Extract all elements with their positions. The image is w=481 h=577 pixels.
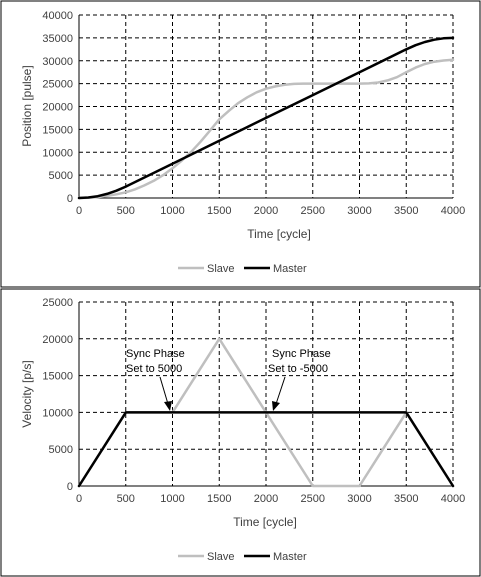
position-legend: Slave Master: [178, 263, 307, 275]
velocity-y-axis-title: Velocity [p/s]: [20, 360, 34, 427]
legend-label-slave: Slave: [207, 263, 235, 275]
position-chart: 0500010000150002000025000300003500040000…: [20, 10, 465, 275]
velocity-series: [77, 337, 455, 488]
x-tick-label: 2500: [301, 205, 325, 217]
annotation-sync-minus-5000-line2: Set to -5000: [268, 363, 328, 375]
panel-frame-velocity: [0, 288, 481, 577]
x-tick-label: 500: [117, 493, 135, 505]
series-line-master: [77, 411, 455, 488]
x-tick-label: 1000: [160, 205, 184, 217]
y-tick-label: 15000: [42, 124, 73, 136]
y-tick-label: 15000: [42, 371, 73, 383]
y-tick-label: 0: [67, 481, 73, 493]
annotation-sync-minus-5000-line1: Sync Phase: [272, 348, 331, 360]
annotation-sync-minus-5000: Sync Phase Set to -5000: [268, 348, 331, 411]
position-y-ticks: 0 5000 10000 15000 20000 25000 30000 35000 40000: [42, 10, 73, 205]
x-tick-label: 1500: [207, 493, 231, 505]
y-tick-label: 0: [67, 193, 73, 205]
x-tick-label: 0: [76, 493, 82, 505]
y-tick-label: 10000: [42, 147, 73, 159]
y-tick-label: 35000: [42, 33, 73, 45]
y-tick-label: 20000: [42, 334, 73, 346]
annotation-sync-5000-arrowhead: [164, 401, 172, 411]
y-tick-label: 10000: [42, 407, 73, 419]
y-tick-label: 40000: [42, 10, 73, 22]
velocity-chart: 0 5000 10000 15000 20000 25000 0 500 1000 1500 20…: [20, 297, 465, 563]
position-x-ticks: 0 500 1000 1500 2000 2500 3000 3500 4000: [76, 205, 465, 217]
y-tick-label: 25000: [42, 79, 73, 91]
position-x-axis-title: Time [cycle]: [247, 227, 311, 241]
position-y-axis-title: Position [pulse]: [20, 65, 34, 146]
annotation-sync-5000-line1: Sync Phase: [126, 348, 185, 360]
x-tick-label: 3500: [394, 493, 418, 505]
series-line-slave: [77, 58, 455, 200]
y-tick-label: 30000: [42, 56, 73, 68]
annotation-sync-minus-5000-arrow: [275, 376, 286, 405]
velocity-y-ticks: 0 5000 10000 15000 20000 25000: [42, 297, 73, 493]
x-tick-label: 500: [117, 205, 135, 217]
y-tick-label: 5000: [49, 444, 73, 456]
panel-frame-position: [0, 0, 481, 288]
x-tick-label: 2500: [301, 493, 325, 505]
position-series: [77, 36, 455, 200]
series-line-master: [77, 36, 455, 200]
x-tick-label: 0: [76, 205, 82, 217]
velocity-x-axis-title: Time [cycle]: [233, 515, 297, 529]
x-tick-label: 1500: [207, 205, 231, 217]
y-tick-label: 20000: [42, 102, 73, 114]
velocity-x-ticks: 0 500 1000 1500 2000 2500 3000 3500 4000: [76, 493, 465, 505]
legend-label-slave: Slave: [207, 551, 235, 563]
annotation-sync-minus-5000-arrowhead: [272, 401, 280, 411]
annotation-sync-5000: Sync Phase Set to 5000: [126, 348, 185, 411]
x-tick-label: 2000: [254, 205, 278, 217]
legend-label-master: Master: [273, 551, 307, 563]
y-tick-label: 5000: [49, 170, 73, 182]
x-tick-label: 4000: [441, 205, 465, 217]
position-grid: [78, 14, 454, 199]
annotation-sync-5000-line2: Set to 5000: [126, 363, 182, 375]
velocity-legend: Slave Master: [178, 551, 307, 563]
x-tick-label: 1000: [160, 493, 184, 505]
annotation-sync-5000-arrow: [159, 376, 169, 405]
legend-label-master: Master: [273, 263, 307, 275]
x-tick-label: 4000: [441, 493, 465, 505]
x-tick-label: 3000: [347, 493, 371, 505]
x-tick-label: 3000: [347, 205, 371, 217]
x-tick-label: 2000: [254, 493, 278, 505]
x-tick-label: 3500: [394, 205, 418, 217]
y-tick-label: 25000: [42, 297, 73, 309]
